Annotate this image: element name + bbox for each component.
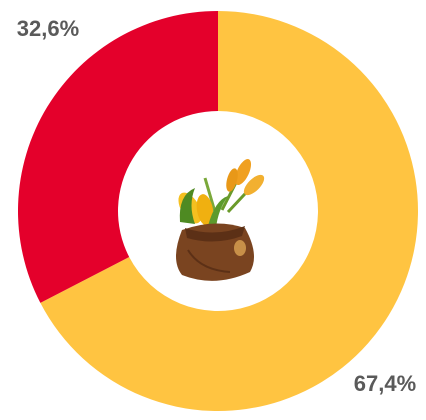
donut (17, 11, 418, 411)
value-label: 32,6% (17, 16, 79, 41)
value-label: 67,4% (354, 371, 416, 396)
donut-slice (17, 11, 219, 303)
grain-sack-icon (176, 159, 265, 281)
donut-slice (40, 11, 418, 411)
